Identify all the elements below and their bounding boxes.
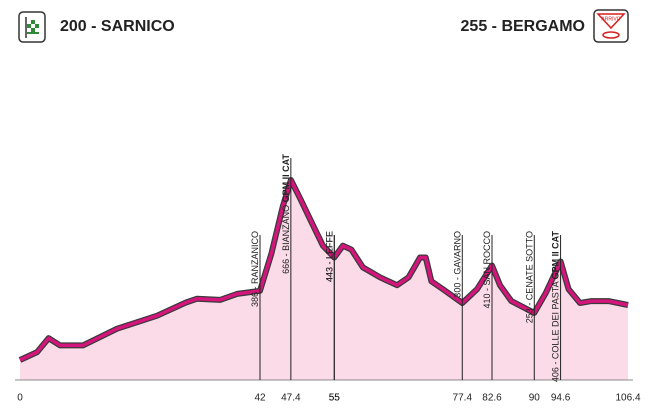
waypoint-gpm: GPM II CAT [551, 231, 561, 280]
waypoint-name: 443 - LEFFE [325, 231, 335, 282]
waypoint-label: 443 - LEFFE [325, 231, 335, 282]
waypoint-name: 253 - CENATE SOTTO [525, 231, 535, 323]
waypoint-name: 410 - SAN ROCCO [482, 231, 492, 309]
waypoint-name: 386 - RANZANICO [250, 231, 260, 307]
x-tick-label: 42 [254, 393, 266, 404]
start-label: 200 - SARNICO [60, 18, 175, 35]
x-tick-label: 94.6 [551, 393, 571, 404]
x-tick-label: 106.4 [615, 393, 640, 404]
waypoint-label: 300 - GAVARNO [453, 231, 463, 298]
start-icon [18, 11, 46, 43]
profile-area [20, 180, 628, 380]
finish-icon [593, 9, 629, 43]
finish-label: 255 - BERGAMO [461, 18, 585, 35]
x-tick-label: 77.4 [453, 393, 473, 404]
profile-line [19, 178, 629, 362]
waypoint-name: 666 - BIANZANO [281, 205, 291, 274]
x-tick-label: 55 [329, 393, 341, 404]
x-tick-label: 90 [529, 393, 541, 404]
waypoint-label: 386 - RANZANICO [250, 231, 260, 307]
x-tick-label: 47.4 [281, 393, 301, 404]
waypoint-name: 443 - LEFFE [325, 231, 335, 282]
waypoint-label: 253 - CENATE SOTTO [525, 231, 535, 323]
waypoint-name: 406 - COLLE DEI PASTA [551, 281, 561, 382]
x-tick-label: 0 [17, 393, 23, 404]
waypoint-label: 406 - COLLE DEI PASTA GPM II CAT [551, 231, 561, 383]
x-tick-label: 55 [329, 393, 341, 404]
finish-badge: ARRIVO [601, 16, 620, 22]
waypoint-label: 443 - LEFFE [325, 231, 335, 282]
x-tick-label: 82.6 [482, 393, 502, 404]
waypoint-name: 300 - GAVARNO [453, 231, 463, 298]
waypoint-label: 410 - SAN ROCCO [482, 231, 492, 309]
waypoint-gpm: GPM II CAT [281, 154, 291, 203]
waypoint-label: 666 - BIANZANO GPM II CAT [281, 154, 291, 274]
